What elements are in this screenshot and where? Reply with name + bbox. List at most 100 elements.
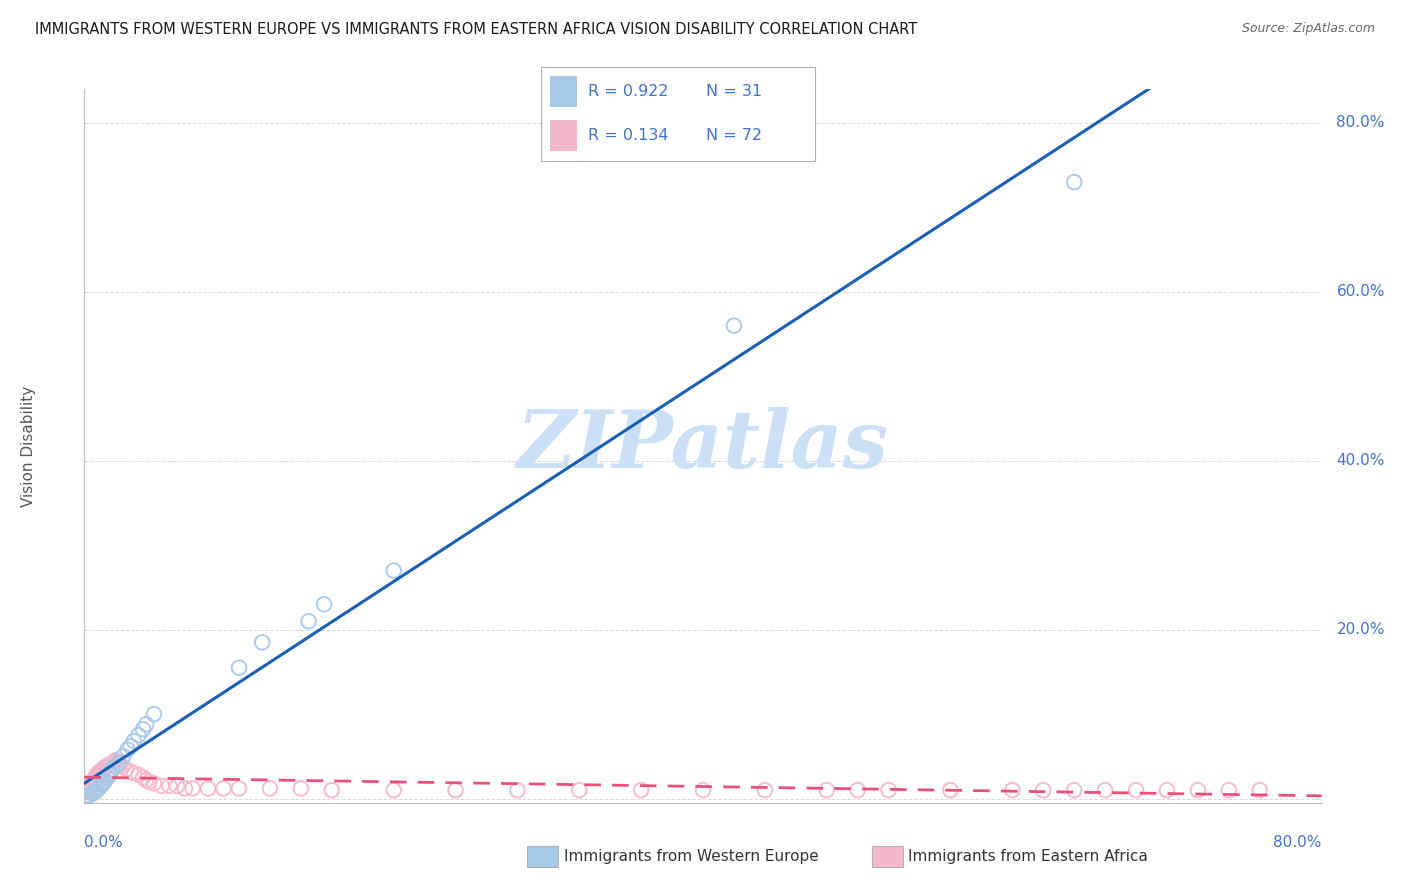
Point	[115, 762, 138, 776]
Point	[1218, 783, 1240, 797]
Point	[91, 762, 114, 776]
Text: Vision Disability: Vision Disability	[21, 385, 37, 507]
Point	[228, 781, 250, 796]
Point	[75, 785, 97, 799]
Point	[84, 785, 107, 799]
Point	[506, 783, 529, 797]
Point	[297, 614, 319, 628]
Point	[98, 768, 121, 782]
Point	[86, 768, 108, 782]
Text: IMMIGRANTS FROM WESTERN EUROPE VS IMMIGRANTS FROM EASTERN AFRICA VISION DISABILI: IMMIGRANTS FROM WESTERN EUROPE VS IMMIGR…	[35, 22, 917, 37]
Text: N = 31: N = 31	[706, 84, 762, 99]
Point	[89, 766, 111, 780]
Point	[83, 786, 105, 800]
Point	[1249, 783, 1271, 797]
Point	[112, 749, 135, 764]
Point	[77, 788, 100, 802]
Point	[135, 772, 157, 787]
Text: 0.0%: 0.0%	[84, 835, 124, 850]
FancyBboxPatch shape	[550, 77, 576, 107]
Point	[98, 757, 121, 772]
Point	[94, 759, 117, 773]
Text: Immigrants from Western Europe: Immigrants from Western Europe	[564, 849, 818, 863]
Point	[83, 772, 105, 787]
Point	[1032, 783, 1054, 797]
Point	[104, 754, 127, 768]
Point	[101, 756, 124, 771]
Point	[87, 766, 110, 780]
Point	[79, 779, 101, 793]
Point	[138, 774, 160, 789]
Point	[83, 774, 105, 789]
Point	[108, 757, 131, 772]
Point	[250, 635, 273, 649]
Text: R = 0.134: R = 0.134	[588, 128, 668, 144]
Point	[89, 764, 111, 779]
Text: N = 72: N = 72	[706, 128, 762, 144]
Point	[86, 783, 108, 797]
Point	[143, 707, 166, 722]
Point	[212, 781, 235, 796]
Point	[112, 759, 135, 773]
Point	[754, 783, 776, 797]
Point	[132, 771, 155, 785]
Point	[84, 771, 107, 785]
Text: 20.0%: 20.0%	[1337, 623, 1385, 637]
Point	[290, 781, 312, 796]
Point	[107, 756, 129, 771]
Point	[1094, 783, 1116, 797]
Point	[90, 778, 112, 792]
Point	[90, 764, 112, 779]
Point	[630, 783, 652, 797]
Text: 80.0%: 80.0%	[1274, 835, 1322, 850]
Point	[815, 783, 838, 797]
FancyBboxPatch shape	[550, 120, 576, 152]
Point	[150, 779, 173, 793]
Point	[84, 772, 107, 787]
Point	[107, 756, 129, 771]
Point	[1063, 783, 1085, 797]
Point	[93, 774, 115, 789]
Point	[120, 739, 142, 754]
Point	[96, 759, 118, 773]
Point	[132, 723, 155, 737]
Point	[312, 598, 335, 612]
Point	[103, 756, 125, 771]
Point	[76, 783, 98, 797]
Point	[89, 780, 111, 794]
Point	[76, 781, 98, 796]
Point	[846, 783, 869, 797]
Point	[174, 781, 197, 796]
Point	[100, 766, 122, 780]
Point	[87, 768, 110, 782]
Point	[1156, 783, 1178, 797]
Point	[79, 776, 101, 790]
Point	[1063, 175, 1085, 189]
Point	[120, 764, 142, 779]
Point	[96, 771, 118, 785]
Point	[723, 318, 745, 333]
Point	[877, 783, 900, 797]
Text: 40.0%: 40.0%	[1337, 453, 1385, 468]
Point	[87, 781, 110, 796]
Point	[93, 762, 115, 776]
Text: R = 0.922: R = 0.922	[588, 84, 668, 99]
Point	[382, 564, 405, 578]
Point	[100, 757, 122, 772]
Point	[82, 787, 104, 801]
Point	[105, 754, 128, 768]
Point	[122, 766, 145, 780]
Point	[143, 776, 166, 790]
Point	[228, 661, 250, 675]
Point	[159, 779, 180, 793]
Point	[1125, 783, 1147, 797]
Point	[259, 781, 281, 796]
Point	[86, 771, 108, 785]
Point	[101, 762, 124, 776]
Point	[77, 779, 100, 793]
Point	[135, 717, 157, 731]
Point	[181, 781, 204, 796]
Text: Immigrants from Eastern Africa: Immigrants from Eastern Africa	[908, 849, 1149, 863]
Text: Source: ZipAtlas.com: Source: ZipAtlas.com	[1241, 22, 1375, 36]
Point	[77, 781, 100, 796]
